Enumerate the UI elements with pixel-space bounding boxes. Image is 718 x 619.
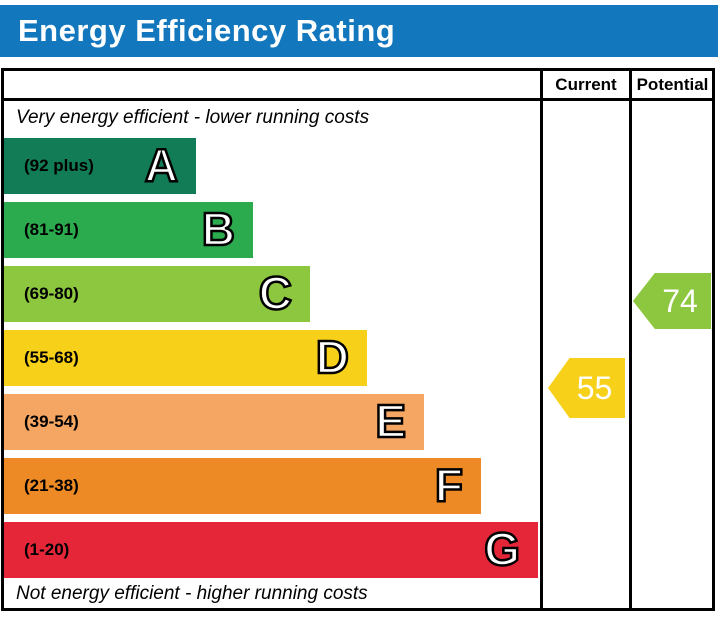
- band-row-d: (55-68) D: [4, 330, 367, 386]
- bottom-note: Not energy efficient - higher running co…: [16, 583, 368, 604]
- band-row-g: (1-20) G: [4, 522, 538, 578]
- potential-column-divider: [629, 68, 632, 611]
- band-row-f: (21-38) F: [4, 458, 481, 514]
- band-letter: A: [144, 138, 180, 193]
- band-row-e: (39-54) E: [4, 394, 424, 450]
- band-letter: D: [315, 330, 351, 385]
- band-row-a: (92 plus) A: [4, 138, 196, 194]
- current-column-header: Current: [555, 75, 617, 94]
- potential-rating-value: 74: [662, 282, 698, 319]
- top-note: Very energy efficient - lower running co…: [16, 107, 370, 128]
- current-column-divider: [540, 68, 543, 611]
- page-title: Energy Efficiency Rating: [18, 13, 396, 48]
- potential-column-header: Potential: [636, 75, 709, 94]
- band-letter: C: [258, 266, 294, 321]
- chart-title-bar: Energy Efficiency Rating: [0, 5, 718, 57]
- band-letter: B: [201, 202, 237, 257]
- band-row-b: (81-91) B: [4, 202, 253, 258]
- band-row-c: (69-80) C: [4, 266, 310, 322]
- band-range-label: (55-68): [24, 348, 79, 367]
- band-letter: G: [483, 522, 521, 577]
- band-range-label: (81-91): [24, 220, 79, 239]
- band-letter: F: [434, 458, 465, 513]
- current-rating-value: 55: [576, 369, 613, 406]
- band-range-label: (21-38): [24, 476, 79, 495]
- band-letter: E: [374, 394, 407, 449]
- band-range-label: (69-80): [24, 284, 79, 303]
- header-divider-line: [1, 98, 715, 101]
- band-range-label: (39-54): [24, 412, 79, 431]
- band-range-label: (1-20): [24, 540, 70, 559]
- band-range-label: (92 plus): [24, 156, 94, 175]
